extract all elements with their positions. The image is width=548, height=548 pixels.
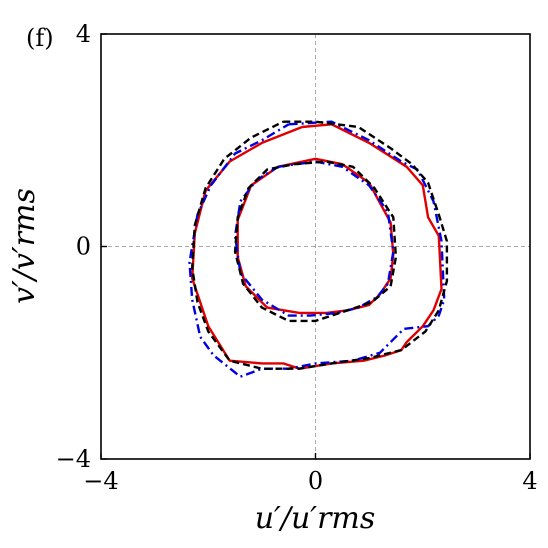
x-tick-label: 4 xyxy=(522,467,537,495)
y-axis-label: v′/v′rms xyxy=(7,188,42,304)
contour-series xyxy=(188,120,449,378)
y-tick-label: 0 xyxy=(76,233,91,261)
x-tick-label: 0 xyxy=(308,467,323,495)
zero-reference-lines xyxy=(101,34,530,459)
x-axis-label: u′/u′rms xyxy=(255,501,376,536)
panel-label: (f) xyxy=(26,24,54,52)
x-tick-label: −4 xyxy=(83,467,118,495)
outer-contour-series-0 xyxy=(190,123,443,370)
outer-contour-series-2 xyxy=(190,120,449,370)
axis-ticks: −4 0 4 −4 0 4 xyxy=(56,20,538,495)
series-2 xyxy=(190,120,449,370)
y-tick-label: 4 xyxy=(76,20,91,48)
y-tick-label: −4 xyxy=(56,445,91,473)
